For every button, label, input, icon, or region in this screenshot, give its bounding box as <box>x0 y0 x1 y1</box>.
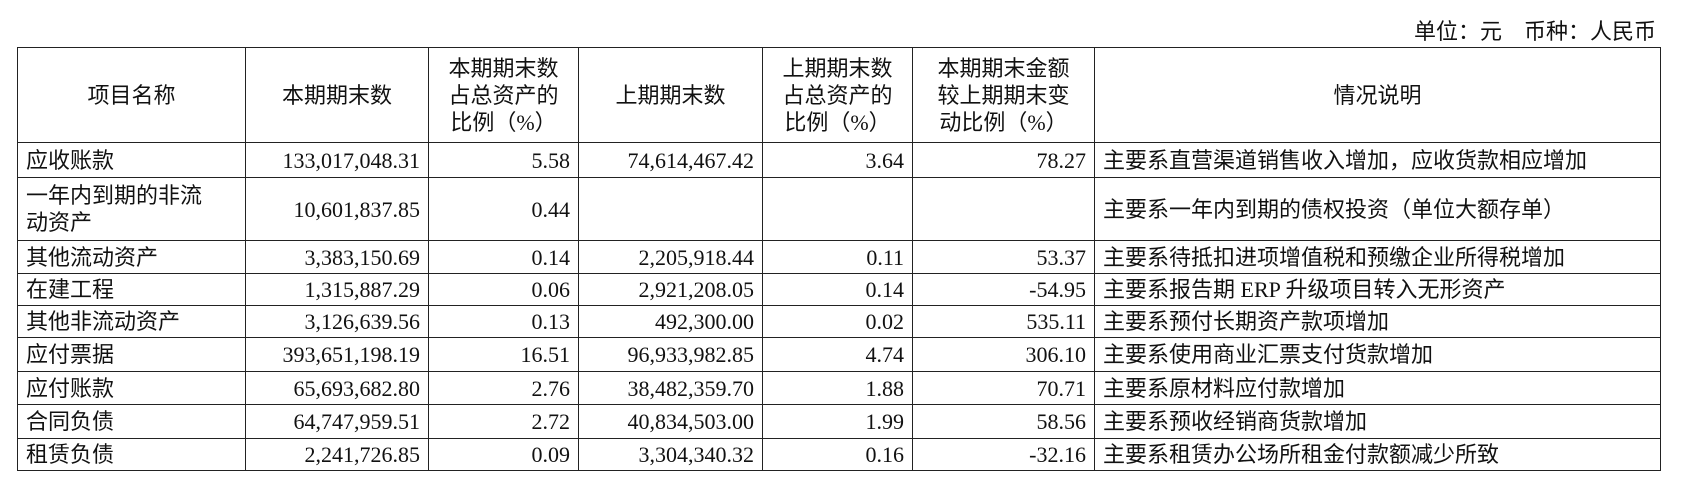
table-cell: 10,601,837.85 <box>245 177 429 241</box>
table-cell: 2,241,726.85 <box>245 438 429 471</box>
table-row: 合同负债 64,747,959.51 2.72 40,834,503.00 1.99 58… <box>17 404 1661 439</box>
header-row: 项目名称 本期期末数 本期期末数占总资产的比例（%） 上期期末数 上期期末数占总资产的比… <box>17 47 1661 143</box>
table-cell: 0.13 <box>428 305 579 338</box>
table-cell: 租赁负债 <box>17 438 246 471</box>
table-cell: 16.51 <box>428 337 579 372</box>
table-cell: 3,126,639.56 <box>245 305 429 338</box>
table-cell: 58.56 <box>912 404 1095 439</box>
table-cell: 4.74 <box>762 337 913 372</box>
table-cell: 应付账款 <box>17 371 246 405</box>
table-cell: 0.02 <box>762 305 913 338</box>
table-cell: 2,921,208.05 <box>578 273 763 306</box>
table-row: 应付票据 393,651,198.19 16.51 96,933,982.85 4.74… <box>17 337 1661 372</box>
header-cell: 上期期末数占总资产的比例（%） <box>762 47 913 143</box>
table-cell <box>578 177 763 241</box>
table-cell: 535.11 <box>912 305 1095 338</box>
header-cell: 上期期末数 <box>578 47 763 143</box>
table-cell: 一年内到期的非流动资产 <box>17 177 246 241</box>
unit-line: 单位：元 币种：人民币 <box>1413 19 1656 44</box>
table-cell <box>912 177 1095 241</box>
table-cell: 0.14 <box>428 240 579 274</box>
header-cell: 本期期末金额较上期期末变动比例（%） <box>912 47 1095 143</box>
table-cell: 3,304,340.32 <box>578 438 763 471</box>
table-cell: 2.76 <box>428 371 579 405</box>
table-cell: 96,933,982.85 <box>578 337 763 372</box>
table-cell: 0.09 <box>428 438 579 471</box>
table-cell: 1.99 <box>762 404 913 439</box>
table-cell: 133,017,048.31 <box>245 142 429 178</box>
table-cell: 0.44 <box>428 177 579 241</box>
table-row: 租赁负债 2,241,726.85 0.09 3,304,340.32 0.16 -32.… <box>17 438 1661 471</box>
table-cell: 0.11 <box>762 240 913 274</box>
table-cell: 70.71 <box>912 371 1095 405</box>
table-cell: 74,614,467.42 <box>578 142 763 178</box>
table-cell: 主要系使用商业汇票支付货款增加 <box>1094 337 1661 372</box>
table-cell: 应收账款 <box>17 142 246 178</box>
table-cell: 0.06 <box>428 273 579 306</box>
table-cell: 65,693,682.80 <box>245 371 429 405</box>
table-cell: 2.72 <box>428 404 579 439</box>
table-row: 一年内到期的非流动资产 10,601,837.85 0.44 主要系一年内到期的债权投… <box>17 177 1661 241</box>
table-cell: 合同负债 <box>17 404 246 439</box>
table-cell <box>762 177 913 241</box>
header-cell: 本期期末数占总资产的比例（%） <box>428 47 579 143</box>
table-cell: 3,383,150.69 <box>245 240 429 274</box>
table-cell: 主要系预收经销商货款增加 <box>1094 404 1661 439</box>
table-cell: 393,651,198.19 <box>245 337 429 372</box>
table-cell: -32.16 <box>912 438 1095 471</box>
table-cell: 1.88 <box>762 371 913 405</box>
table-cell: 53.37 <box>912 240 1095 274</box>
table-cell: 主要系待抵扣进项增值税和预缴企业所得税增加 <box>1094 240 1661 274</box>
table-cell: 3.64 <box>762 142 913 178</box>
table-cell: 40,834,503.00 <box>578 404 763 439</box>
table-cell: 492,300.00 <box>578 305 763 338</box>
data-table: 项目名称 本期期末数 本期期末数占总资产的比例（%） 上期期末数 上期期末数占总资产的比… <box>17 47 1661 471</box>
table-cell: 5.58 <box>428 142 579 178</box>
table-row: 在建工程 1,315,887.29 0.06 2,921,208.05 0.14 -54.… <box>17 273 1661 306</box>
header-cell: 项目名称 <box>17 47 246 143</box>
table-cell: 主要系直营渠道销售收入增加，应收货款相应增加 <box>1094 142 1661 178</box>
header-cell: 情况说明 <box>1094 47 1661 143</box>
table-cell: 主要系一年内到期的债权投资（单位大额存单） <box>1094 177 1661 241</box>
table-row: 其他流动资产 3,383,150.69 0.14 2,205,918.44 0.11 53… <box>17 240 1661 274</box>
table-cell: 0.16 <box>762 438 913 471</box>
table-cell: 在建工程 <box>17 273 246 306</box>
table-cell: 38,482,359.70 <box>578 371 763 405</box>
table-cell: 其他非流动资产 <box>17 305 246 338</box>
table-cell: 0.14 <box>762 273 913 306</box>
table-cell: 64,747,959.51 <box>245 404 429 439</box>
table-cell: -54.95 <box>912 273 1095 306</box>
table-cell: 2,205,918.44 <box>578 240 763 274</box>
table-cell: 主要系租赁办公场所租金付款额减少所致 <box>1094 438 1661 471</box>
table-cell: 78.27 <box>912 142 1095 178</box>
table-row: 应收账款 133,017,048.31 5.58 74,614,467.42 3.64 7… <box>17 142 1661 178</box>
header-cell: 本期期末数 <box>245 47 429 143</box>
table-cell: 主要系原材料应付款增加 <box>1094 371 1661 405</box>
table-cell: 1,315,887.29 <box>245 273 429 306</box>
table-cell: 306.10 <box>912 337 1095 372</box>
table-cell: 应付票据 <box>17 337 246 372</box>
table-row: 其他非流动资产 3,126,639.56 0.13 492,300.00 0.02 535… <box>17 305 1661 338</box>
table-row: 应付账款 65,693,682.80 2.76 38,482,359.70 1.88 70… <box>17 371 1661 405</box>
table-cell: 主要系报告期 ERP 升级项目转入无形资产 <box>1094 273 1661 306</box>
table-cell: 其他流动资产 <box>17 240 246 274</box>
table-cell: 主要系预付长期资产款项增加 <box>1094 305 1661 338</box>
